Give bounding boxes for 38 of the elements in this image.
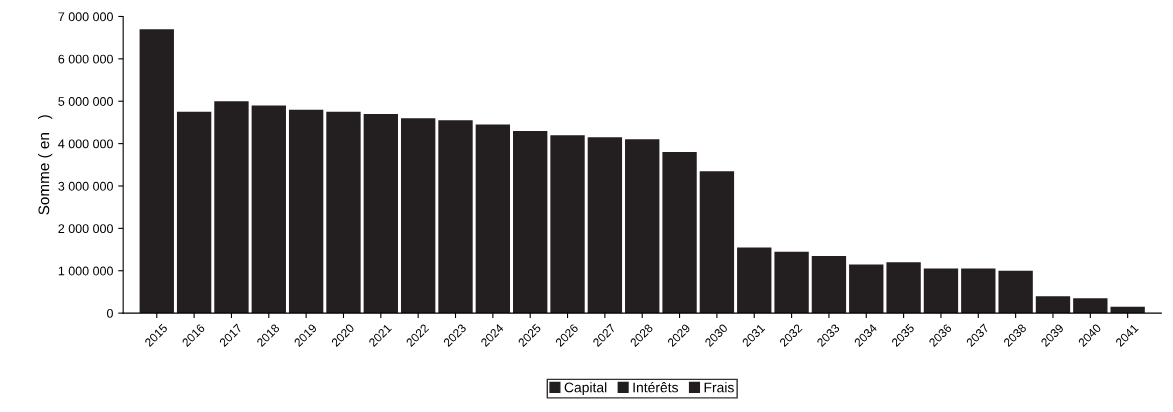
bar	[886, 262, 921, 314]
bar	[923, 268, 959, 314]
bar	[1035, 296, 1071, 314]
bar	[849, 264, 884, 314]
bar	[587, 137, 623, 314]
bar	[550, 135, 585, 314]
bar	[400, 118, 436, 314]
y-tick-label: 7 000 000	[58, 12, 113, 22]
bar	[475, 124, 511, 314]
y-tick-label: 2 000 000	[58, 224, 113, 234]
bar	[998, 270, 1033, 314]
bar	[438, 120, 473, 314]
bar	[513, 130, 548, 314]
legend-label: Intérêts	[633, 382, 679, 393]
y-tick-label: 0	[106, 308, 113, 318]
bar	[625, 139, 660, 314]
bar	[961, 268, 996, 314]
bar	[139, 29, 174, 314]
legend-label: Frais	[704, 382, 734, 393]
bar	[699, 171, 735, 314]
y-tick-label: 3 000 000	[58, 181, 113, 191]
bar	[774, 251, 809, 314]
bar	[811, 255, 847, 314]
bar	[1073, 298, 1108, 314]
bar	[288, 109, 324, 314]
bar	[251, 105, 286, 314]
y-tick-label: 4 000 000	[58, 139, 113, 149]
y-tick-label: 6 000 000	[58, 54, 113, 64]
legend-label: Capital	[564, 382, 607, 396]
y-tick-label: 5 000 000	[58, 97, 113, 106]
y-axis-title: Somme ( en )	[38, 115, 53, 215]
y-tick-label: 1 000 000	[58, 266, 113, 276]
bar	[326, 111, 361, 314]
bar	[737, 247, 772, 314]
bar	[662, 152, 697, 314]
bar	[176, 111, 212, 314]
bar	[363, 113, 398, 314]
bar	[214, 101, 249, 314]
